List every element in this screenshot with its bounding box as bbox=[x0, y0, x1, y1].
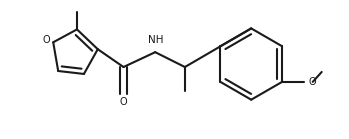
Text: O: O bbox=[309, 77, 317, 87]
Text: NH: NH bbox=[148, 35, 164, 45]
Text: O: O bbox=[43, 35, 50, 45]
Text: O: O bbox=[120, 97, 127, 107]
